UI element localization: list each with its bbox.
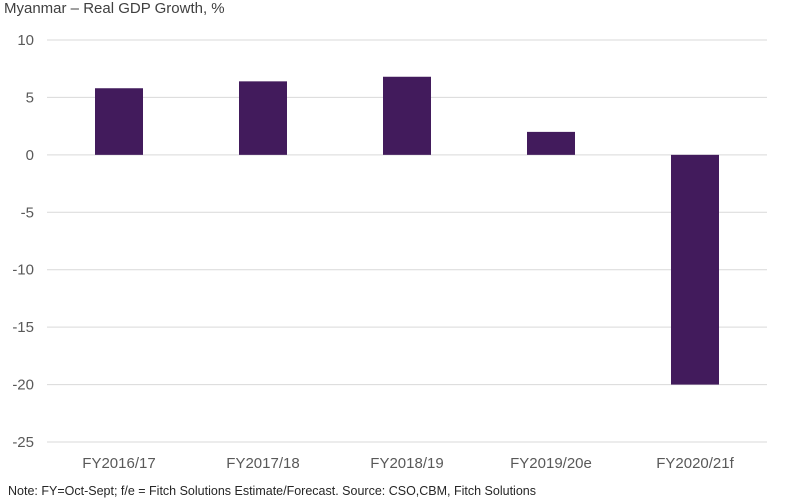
y-tick-label: -25 [12, 434, 34, 451]
y-axis-ticks: 10 5 0 -5 -10 -15 -20 -25 [12, 32, 34, 451]
bar [383, 76, 431, 155]
x-tick-label: FY2018/19 [370, 455, 443, 472]
bar [671, 154, 719, 385]
chart-title: Myanmar – Real GDP Growth, % [4, 0, 225, 17]
bar [239, 81, 287, 155]
x-tick-label: FY2016/17 [82, 455, 155, 472]
x-tick-label: FY2017/18 [226, 455, 299, 472]
y-tick-label: 5 [26, 89, 34, 106]
y-tick-label: -5 [21, 204, 34, 221]
y-tick-label: -20 [12, 377, 34, 394]
source-note: Note: FY=Oct-Sept; f/e = Fitch Solutions… [8, 484, 536, 498]
x-tick-label: FY2019/20e [510, 455, 592, 472]
y-tick-label: 0 [26, 147, 34, 164]
bar [527, 131, 575, 155]
y-tick-label: -15 [12, 319, 34, 336]
x-axis-ticks: FY2016/17 FY2017/18 FY2018/19 FY2019/20e FY2… [82, 455, 734, 472]
bars [95, 76, 719, 385]
x-tick-label: FY2020/21f [656, 455, 734, 472]
y-tick-label: -10 [12, 262, 34, 279]
y-tick-label: 10 [17, 32, 34, 49]
bar [95, 88, 143, 155]
